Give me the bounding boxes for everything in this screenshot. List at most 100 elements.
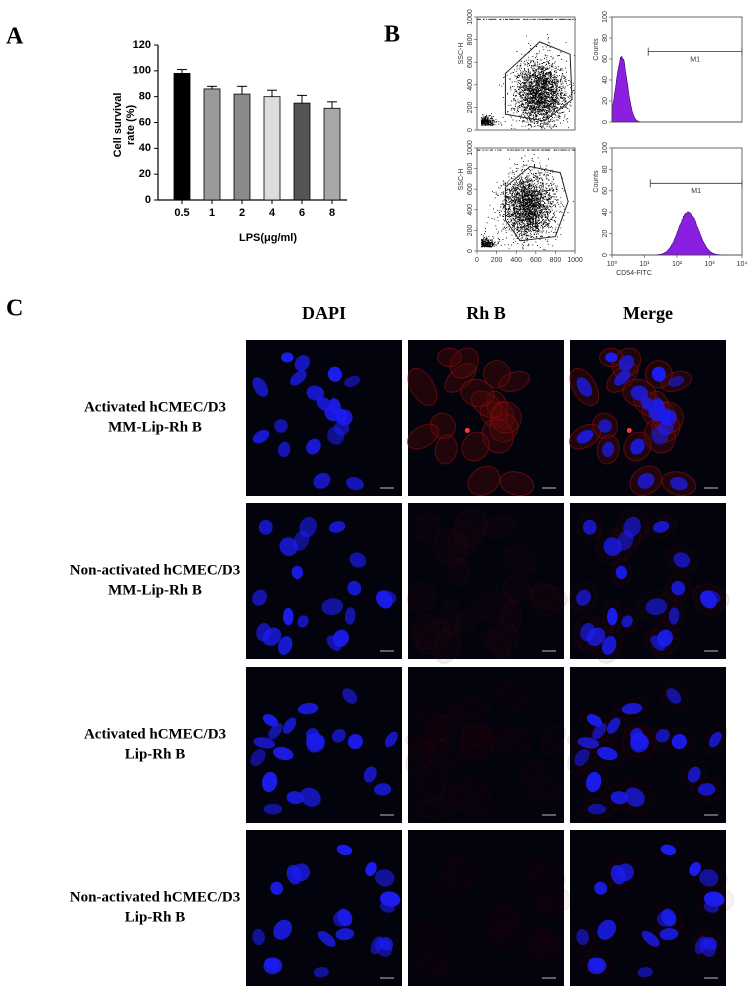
nucleus	[666, 688, 682, 704]
cell-stain	[426, 875, 451, 902]
cell-stain	[411, 614, 440, 651]
y-tick-label: 800	[467, 34, 474, 46]
nucleus	[273, 919, 292, 940]
nucleus	[602, 441, 615, 458]
nucleus	[317, 930, 336, 947]
y-tick-label: 400	[467, 204, 474, 216]
nucleus	[268, 723, 283, 740]
nucleus	[615, 565, 628, 580]
nucleus	[274, 419, 288, 433]
nucleus	[332, 910, 351, 927]
gate-label: M1	[691, 188, 701, 195]
y-tick-label: 100	[602, 142, 609, 154]
x-tick-label: 600	[530, 257, 542, 264]
nucleus	[272, 746, 294, 761]
panel-label: C	[6, 296, 23, 322]
gate	[504, 41, 573, 122]
cell-stain	[453, 507, 487, 547]
cell-stain	[407, 367, 438, 407]
cell-stain	[423, 715, 452, 747]
error-bar	[177, 69, 187, 74]
nucleus	[278, 441, 291, 458]
nucleus	[708, 731, 722, 748]
nucleus	[344, 607, 356, 625]
y-axis-title: Cell survival	[112, 93, 124, 158]
error-bar	[237, 85, 247, 95]
y-axis-title: SSC-H	[458, 169, 465, 191]
micrograph	[568, 340, 726, 497]
nucleus	[641, 930, 660, 947]
y-tick-label: 400	[467, 79, 474, 91]
nucleus	[316, 397, 333, 412]
column-header: Rh B	[466, 303, 506, 323]
y-tick-label: 1000	[467, 140, 474, 156]
cell-stain	[417, 762, 447, 802]
cell-stain	[487, 903, 520, 935]
nucleus	[671, 734, 687, 750]
histogram-peak	[611, 55, 742, 123]
nucleus	[694, 936, 708, 955]
y-axis-title: SSC-H	[458, 43, 465, 65]
y-tick-label: 600	[467, 56, 474, 68]
nucleus	[580, 622, 596, 642]
cell-stain	[503, 545, 537, 575]
cell-stain	[441, 855, 471, 894]
cell-stain	[499, 471, 535, 497]
nucleus	[328, 521, 346, 533]
micrograph	[567, 667, 728, 823]
y-tick-label: 100	[133, 65, 151, 77]
nucleus	[349, 552, 367, 568]
cell-stain	[528, 777, 561, 802]
cell-stain	[482, 360, 511, 389]
micrograph-bg	[408, 830, 564, 986]
nucleus	[651, 426, 669, 445]
x-tick-label: 10¹	[639, 261, 650, 268]
bright-spot	[626, 427, 632, 433]
nucleus	[252, 377, 269, 397]
nucleus	[640, 397, 657, 412]
nucleus	[637, 967, 653, 978]
nucleus	[270, 881, 284, 895]
x-tick-label: 0	[475, 257, 479, 264]
x-tick-label: 10²	[672, 261, 683, 268]
y-tick-label: 1000	[467, 9, 474, 25]
y-tick-label: 800	[467, 163, 474, 175]
x-tick-label: 400	[510, 257, 522, 264]
nucleus	[313, 472, 331, 489]
nucleus	[258, 519, 273, 535]
x-tick-label: 10⁰	[607, 260, 618, 268]
nucleus	[294, 355, 311, 372]
cell-stain	[470, 390, 503, 419]
nucleus	[290, 370, 307, 386]
nucleus	[384, 731, 398, 748]
y-tick-label: 80	[139, 91, 151, 103]
cell-stain	[487, 722, 515, 749]
plot-frame	[611, 16, 743, 123]
y-axis-title: rate (%)	[125, 104, 137, 145]
cell-stain	[459, 725, 496, 761]
cell-stain	[530, 582, 563, 617]
nucleus	[637, 472, 655, 489]
bar	[293, 102, 311, 201]
nucleus	[596, 746, 618, 761]
y-tick-label: 600	[467, 183, 474, 195]
row-label: Lip-Rh B	[125, 909, 185, 925]
y-tick-label: 20	[139, 168, 151, 180]
x-tick-label: 0.5	[174, 207, 189, 219]
bright-spot	[464, 427, 470, 433]
nucleus	[655, 728, 670, 743]
micrograph	[569, 503, 730, 664]
y-tick-label: 80	[602, 165, 609, 173]
micrograph-bg	[246, 340, 402, 496]
nucleus	[264, 957, 279, 971]
cell-stain	[426, 910, 463, 950]
nucleus	[673, 552, 691, 568]
nucleus	[577, 737, 600, 749]
cell-stain	[433, 627, 461, 664]
nucleus	[650, 635, 666, 651]
nucleus	[292, 863, 311, 882]
nucleus	[374, 783, 392, 796]
nucleus	[262, 714, 279, 727]
y-tick-label: 40	[602, 208, 609, 216]
